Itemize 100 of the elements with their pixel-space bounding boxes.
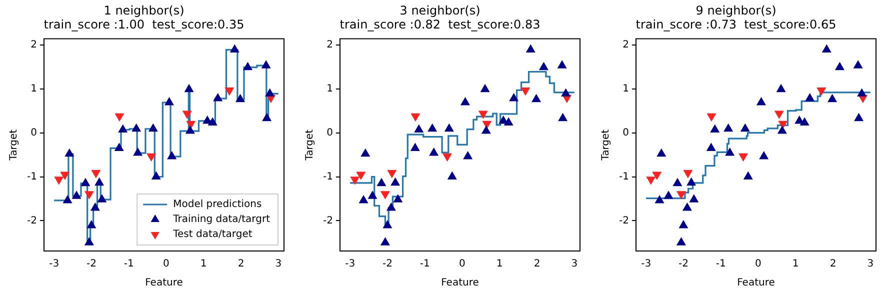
- x-tick-label: 2: [830, 258, 836, 270]
- point: [777, 126, 787, 134]
- y-tick-label: 0: [326, 127, 333, 138]
- chart-title: 3 neighbor(s): [400, 3, 480, 18]
- y-tick-label: -1: [322, 171, 333, 182]
- x-tick-label: -1: [716, 258, 726, 270]
- point: [759, 151, 769, 160]
- point: [184, 84, 194, 92]
- x-tick-label: 0: [755, 258, 762, 270]
- point: [504, 117, 514, 126]
- point: [358, 194, 368, 204]
- point: [678, 220, 688, 228]
- chart-subtitle: train_score :0.82 test_score:0.83: [340, 18, 540, 32]
- chart-subtitle: train_score :1.00 test_score:0.35: [44, 18, 244, 32]
- legend-label: Model predictions: [173, 199, 262, 210]
- y-tick-label: -2: [26, 215, 37, 226]
- point: [481, 126, 491, 134]
- point: [834, 62, 844, 70]
- y-axis-title: Target: [8, 129, 20, 162]
- point: [853, 60, 863, 68]
- point: [235, 94, 246, 102]
- point: [213, 93, 223, 102]
- point: [208, 117, 218, 126]
- point: [164, 97, 174, 106]
- y-tick-label: 0: [30, 127, 37, 138]
- chart-subtitle: train_score :0.73 test_score:0.65: [636, 18, 836, 32]
- point: [447, 171, 457, 180]
- y-tick-label: -2: [322, 215, 333, 226]
- point: [827, 94, 838, 102]
- x-tick-label: 1: [200, 258, 207, 270]
- point: [90, 202, 100, 211]
- point: [230, 44, 240, 53]
- point: [724, 123, 734, 132]
- point: [776, 84, 786, 92]
- point: [132, 123, 142, 132]
- point: [538, 62, 548, 70]
- x-tick-label: 3: [867, 258, 874, 270]
- point: [185, 126, 195, 134]
- x-tick-label: 2: [238, 258, 244, 270]
- point: [676, 237, 686, 246]
- x-tick-label: -2: [678, 258, 688, 270]
- point: [444, 123, 454, 132]
- point: [376, 178, 386, 186]
- y-tick-label: 0: [622, 127, 629, 138]
- point: [261, 60, 271, 68]
- x-tick-label: 3: [571, 258, 578, 270]
- x-tick-label: 0: [459, 258, 466, 270]
- y-tick-label: 2: [622, 40, 629, 51]
- point: [805, 93, 815, 102]
- x-tick-label: 1: [792, 258, 799, 270]
- point: [686, 177, 696, 186]
- point: [114, 142, 124, 151]
- point: [463, 151, 473, 160]
- point: [386, 202, 396, 211]
- legend-label: Test data/target: [172, 229, 252, 240]
- chart-title: 9 neighbor(s): [696, 3, 776, 18]
- point: [62, 194, 72, 204]
- point: [531, 94, 542, 102]
- point: [167, 151, 177, 160]
- y-tick-label: 1: [30, 83, 37, 94]
- point: [557, 60, 567, 68]
- x-tick-label: -3: [345, 258, 356, 270]
- point: [72, 190, 82, 199]
- point: [382, 220, 392, 228]
- point: [743, 171, 753, 180]
- x-tick-label: -2: [382, 258, 392, 270]
- x-tick-label: 1: [496, 258, 503, 270]
- y-tick-label: -1: [26, 171, 37, 182]
- point: [414, 124, 424, 132]
- point: [857, 88, 867, 96]
- point: [86, 220, 96, 228]
- point: [509, 93, 519, 102]
- point: [822, 44, 832, 53]
- point: [854, 112, 864, 122]
- point: [428, 123, 438, 132]
- point: [380, 237, 390, 246]
- x-tick-label: -3: [641, 258, 652, 270]
- point: [706, 142, 716, 151]
- point: [97, 194, 107, 202]
- point: [262, 112, 272, 122]
- x-tick-label: 3: [275, 258, 282, 270]
- point: [148, 123, 158, 132]
- point: [800, 117, 810, 126]
- point: [151, 171, 161, 180]
- point: [118, 124, 128, 132]
- legend-label: Training data/targrt: [172, 214, 270, 226]
- point: [558, 112, 568, 122]
- point: [80, 178, 90, 186]
- point: [94, 177, 104, 186]
- y-tick-label: -2: [618, 215, 629, 226]
- point: [265, 88, 275, 96]
- point: [133, 148, 143, 156]
- point: [664, 190, 674, 199]
- point: [64, 148, 74, 157]
- x-tick-label: -1: [124, 258, 134, 270]
- y-axis-title: Target: [304, 129, 316, 162]
- x-tick-label: 0: [163, 258, 170, 270]
- point: [526, 44, 536, 53]
- y-axis-title: Target: [600, 129, 612, 162]
- point: [740, 123, 750, 132]
